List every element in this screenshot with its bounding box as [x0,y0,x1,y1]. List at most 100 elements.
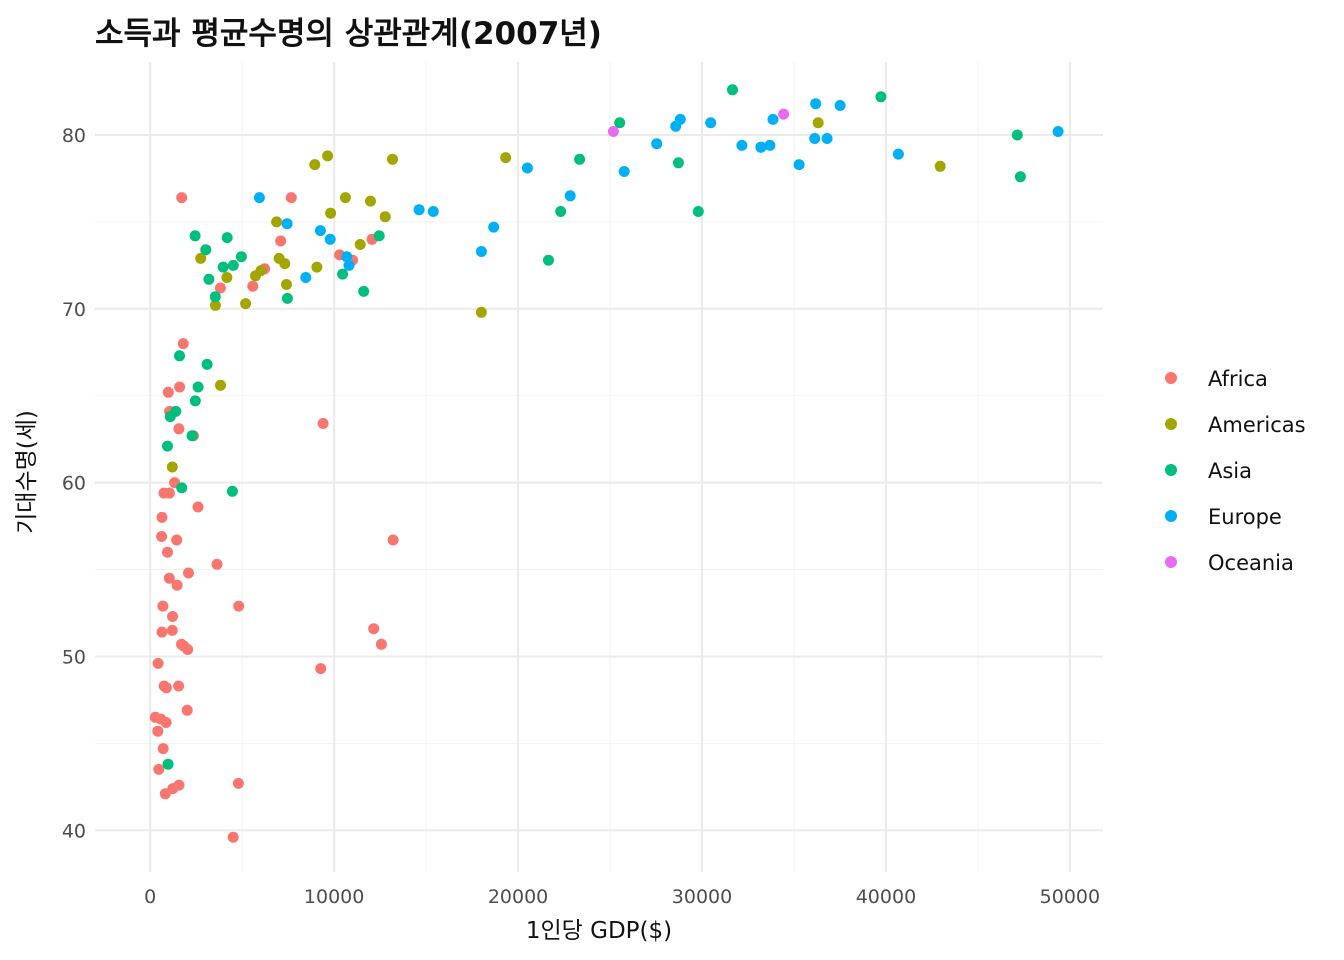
data-point [324,233,336,245]
data-point [167,611,179,622]
data-point [764,139,776,151]
data-point [809,133,821,144]
data-point [271,216,283,228]
legend-label-europe: Europe [1208,505,1282,529]
data-point [162,546,173,558]
y-tick-label: 70 [62,299,86,321]
data-point [173,423,185,435]
data-point [705,117,717,129]
data-point [152,657,164,669]
data-point [156,511,168,523]
data-point [195,252,207,264]
data-point [176,192,188,204]
data-point [341,251,353,263]
data-point [162,758,174,770]
data-point [834,100,846,111]
data-point [173,680,185,692]
data-point [413,204,425,216]
x-tick-label: 30000 [672,886,732,908]
data-point [152,725,164,737]
data-point [281,218,293,230]
data-point [373,230,385,242]
data-point [821,133,833,144]
y-tick-label: 80 [62,125,86,147]
data-point [692,206,704,217]
data-point [233,600,245,612]
data-point [171,579,183,591]
data-point [736,139,748,151]
legend: Africa Americas Asia Europe Oceania [1165,367,1306,575]
major-gridlines [95,62,1103,872]
data-point [166,624,178,636]
data-point [810,98,822,110]
x-axis-tick-labels: 0 10000 20000 30000 40000 50000 [144,886,1100,908]
legend-key-europe [1165,510,1177,522]
data-point [574,153,586,165]
data-point [250,270,261,282]
data-point [500,152,512,164]
data-point [227,259,239,271]
data-point [192,501,204,513]
data-point [607,126,619,137]
legend-label-africa: Africa [1208,367,1268,391]
data-point [201,358,213,370]
data-point [1014,171,1026,183]
data-point [379,211,391,223]
data-point [618,166,630,177]
data-point [156,626,168,638]
data-point [177,338,189,350]
data-point [156,531,168,542]
data-point [153,763,165,775]
data-point [674,113,686,125]
data-point [564,190,576,202]
data-point [181,704,193,716]
data-point [300,272,312,283]
data-point [247,280,259,292]
data-point [240,298,252,310]
data-point [200,244,212,256]
data-point [203,273,215,285]
data-point [555,206,567,217]
data-point [253,192,265,204]
data-point [315,663,327,675]
data-point [358,285,370,297]
data-point [812,117,824,129]
y-tick-label: 60 [62,473,86,495]
data-point [651,138,663,150]
data-point [285,192,297,204]
data-point [387,534,399,546]
data-point [322,150,334,162]
data-point [337,268,349,280]
data-point [227,831,239,843]
data-point [226,485,238,497]
data-point [183,567,194,579]
series-europe [253,98,1064,283]
data-point [211,558,223,570]
data-point [157,743,169,755]
legend-key-africa [1165,372,1177,384]
data-point [793,159,805,171]
data-point [875,91,887,103]
series-oceania [607,108,790,137]
data-point [163,487,175,499]
data-point [1011,129,1023,141]
data-point [174,350,185,362]
data-point [365,195,376,207]
legend-label-americas: Americas [1208,413,1306,437]
y-tick-label: 50 [62,646,86,668]
y-axis-title: 기대수명(세) [14,410,40,534]
data-point [672,157,684,169]
x-tick-label: 40000 [856,886,916,908]
data-point [189,395,201,407]
series-africa [149,192,399,843]
data-point [166,461,178,473]
data-point [375,638,387,650]
data-point [164,411,176,423]
data-point [934,160,946,172]
data-point [543,254,554,266]
chart-title: 소득과 평균수명의 상관관계(2007년) [95,16,602,52]
data-point [755,141,767,153]
data-point [186,430,198,442]
data-point [174,381,186,393]
data-point [368,623,380,635]
